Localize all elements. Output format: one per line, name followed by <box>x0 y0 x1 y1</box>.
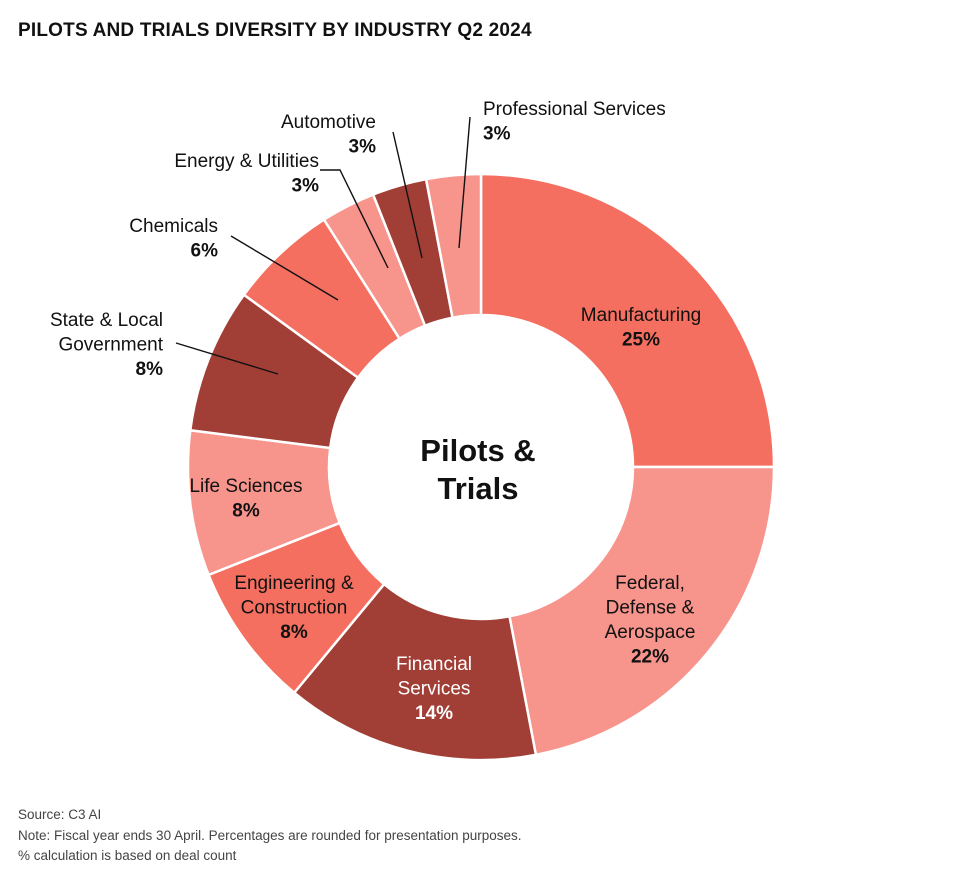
leader-line-state-and-local-government <box>175 342 279 375</box>
label-life-sciences: Life Sciences 8% <box>189 476 302 522</box>
slice-value-label: 14% <box>415 703 453 724</box>
source-note: Source: C3 AI <box>18 807 102 822</box>
label-financial-services: Financial Services 14% <box>396 654 472 724</box>
slice-value-label: 22% <box>631 647 669 668</box>
slice-label: Financial <box>396 654 472 675</box>
calculation-note: % calculation is based on deal count <box>18 848 237 863</box>
slice-label: Services <box>398 679 471 700</box>
label-engineering-and-construction: Engineering & Construction 8% <box>234 573 354 643</box>
slice-value-label: 8% <box>136 359 164 380</box>
slice-label: Professional Services <box>483 99 666 120</box>
slice-value-label: 3% <box>483 124 511 145</box>
label-manufacturing: Manufacturing 25% <box>581 305 701 351</box>
slice-label: Defense & <box>606 598 695 619</box>
label-chemicals: Chemicals 6% <box>129 216 218 262</box>
slice-label: State & Local <box>50 310 163 331</box>
slice-label: Federal, <box>615 573 685 594</box>
center-label: Trials <box>438 471 519 506</box>
slice-professional-services <box>424 172 483 320</box>
slice-financial-services <box>292 582 538 762</box>
slice-label: Automotive <box>281 112 376 133</box>
label-automotive: Automotive 3% <box>281 112 376 158</box>
label-federal-defense-and-aerospace: Federal, Defense & Aerospace 22% <box>605 573 696 668</box>
label-energy-and-utilities: Energy & Utilities 3% <box>174 151 319 197</box>
slice-value-label: 25% <box>622 330 660 351</box>
slice-value-label: 3% <box>349 137 377 158</box>
slice-label: Construction <box>241 598 348 619</box>
leader-line-automotive <box>392 131 423 259</box>
slice-value-label: 8% <box>280 622 308 643</box>
slice-label: Manufacturing <box>581 305 701 326</box>
slice-label: Life Sciences <box>189 476 302 497</box>
slice-value-label: 8% <box>232 501 260 522</box>
slice-value-label: 3% <box>292 176 320 197</box>
slice-label: Chemicals <box>129 216 218 237</box>
slice-manufacturing <box>479 172 776 469</box>
leader-line-chemicals <box>230 235 339 301</box>
chart-title: PILOTS AND TRIALS DIVERSITY BY INDUSTRY … <box>18 20 532 41</box>
slice-label: Aerospace <box>605 622 696 643</box>
leader-line-professional-services <box>458 116 471 249</box>
slice-value-label: 6% <box>191 241 219 262</box>
slice-label: Energy & Utilities <box>174 151 319 172</box>
slice-label: Engineering & <box>234 573 354 594</box>
center-label: Pilots & <box>420 433 535 468</box>
leader-line-energy-and-utilities <box>320 169 389 269</box>
slice-label: Government <box>58 335 163 356</box>
slice-federal-defense-and-aerospace <box>508 465 776 757</box>
label-professional-services: Professional Services 3% <box>483 99 666 145</box>
fiscal-note: Note: Fiscal year ends 30 April. Percent… <box>18 828 522 843</box>
label-state-and-local-government: State & Local Government 8% <box>50 310 164 380</box>
